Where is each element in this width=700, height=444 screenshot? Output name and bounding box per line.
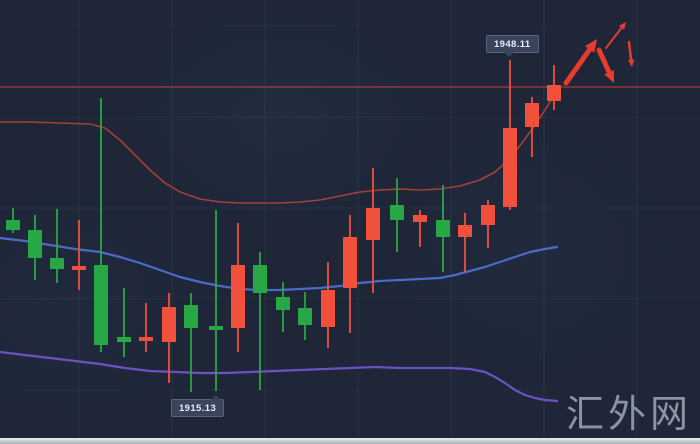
candles	[6, 60, 561, 392]
lower-band	[0, 350, 559, 403]
low-price-label: 1915.13	[179, 403, 217, 414]
trend-arrows	[563, 22, 635, 86]
upper-band	[0, 86, 561, 204]
high-price-tooltip: 1948.11	[486, 35, 539, 57]
middle-band	[0, 236, 559, 292]
watermark-text: 汇外网	[565, 394, 692, 436]
bollinger-bands	[0, 86, 561, 403]
high-price-label: 1948.11	[494, 39, 531, 50]
low-price-tooltip: 1915.13	[171, 395, 225, 417]
page-edge-strip	[0, 438, 700, 444]
